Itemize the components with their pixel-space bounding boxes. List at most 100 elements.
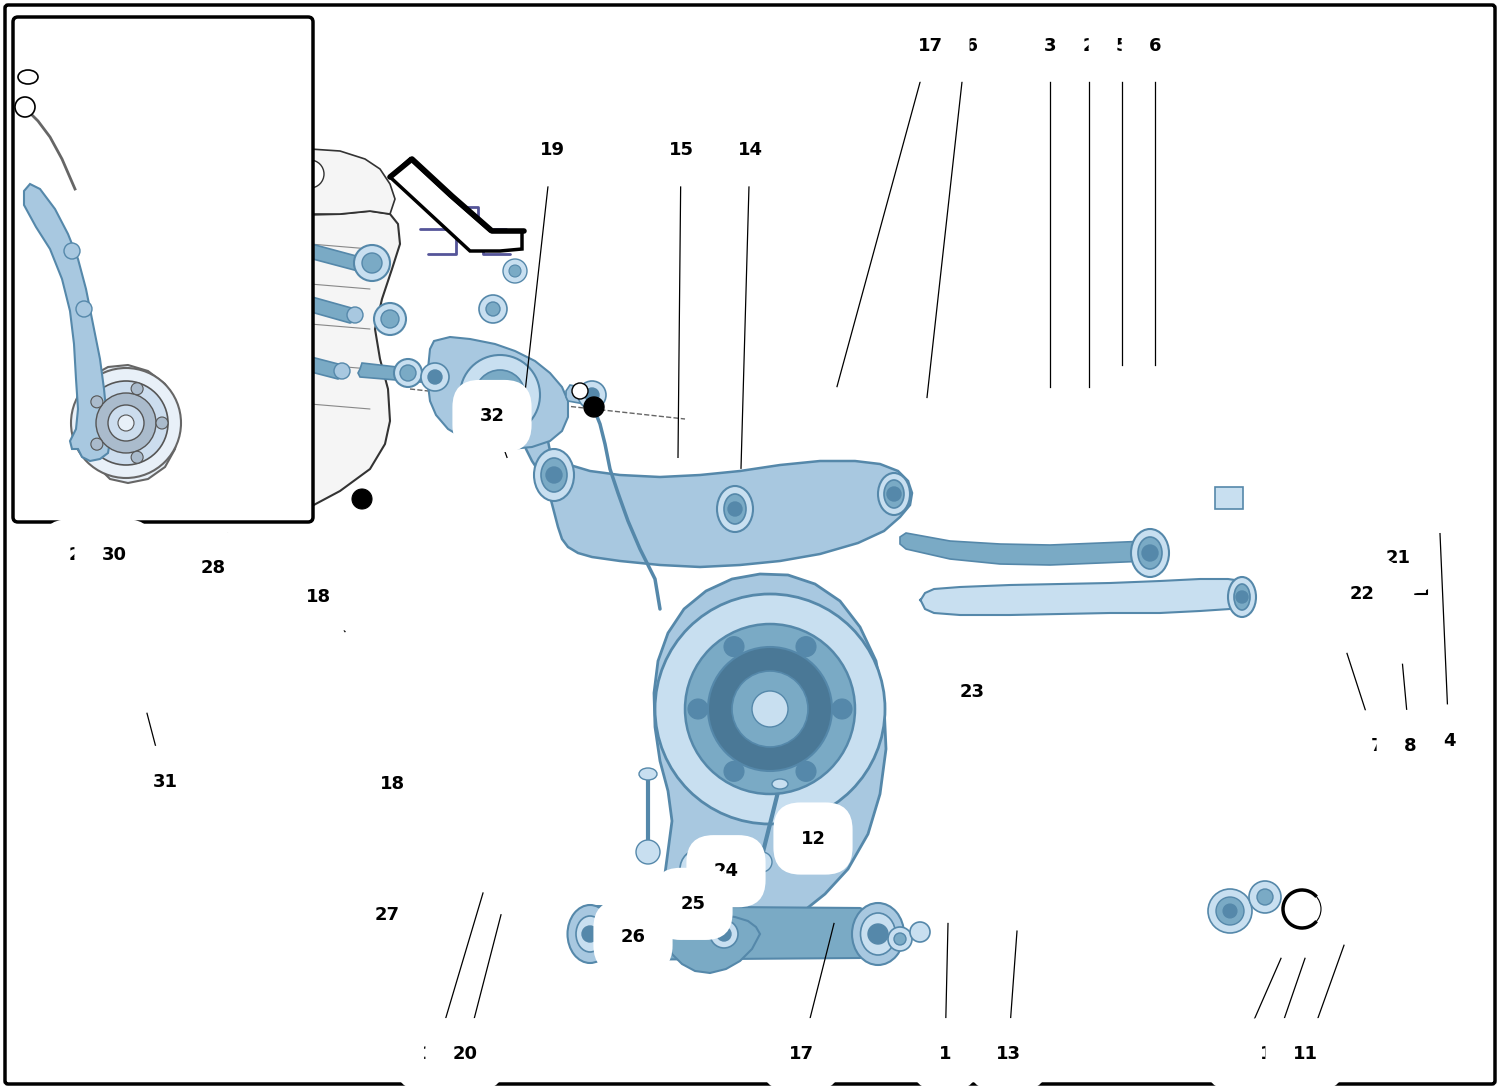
Text: 5: 5: [1116, 37, 1128, 54]
Circle shape: [15, 97, 34, 117]
Polygon shape: [24, 184, 109, 461]
Circle shape: [96, 393, 156, 453]
Circle shape: [354, 245, 390, 281]
Ellipse shape: [18, 70, 38, 84]
Circle shape: [894, 933, 906, 945]
Circle shape: [159, 343, 190, 375]
Circle shape: [334, 363, 350, 379]
Text: 3: 3: [1044, 37, 1056, 54]
Text: 9: 9: [1233, 1045, 1245, 1063]
Circle shape: [796, 761, 816, 781]
Circle shape: [686, 624, 855, 794]
Circle shape: [76, 301, 92, 317]
Circle shape: [640, 926, 656, 942]
Polygon shape: [660, 915, 760, 972]
Text: 30: 30: [102, 547, 126, 564]
Circle shape: [708, 647, 833, 771]
Text: 26: 26: [621, 928, 645, 945]
Polygon shape: [900, 533, 1150, 565]
Circle shape: [108, 405, 144, 441]
Circle shape: [381, 310, 399, 328]
Circle shape: [92, 395, 104, 408]
Ellipse shape: [772, 779, 788, 790]
Circle shape: [546, 467, 562, 484]
Ellipse shape: [1138, 537, 1162, 568]
Ellipse shape: [878, 473, 910, 515]
Circle shape: [118, 415, 134, 431]
Circle shape: [833, 699, 852, 719]
Circle shape: [64, 243, 80, 259]
Circle shape: [724, 637, 744, 657]
Circle shape: [503, 259, 526, 283]
Text: 18: 18: [381, 775, 405, 793]
Circle shape: [1216, 897, 1243, 925]
Circle shape: [886, 487, 902, 501]
Polygon shape: [525, 413, 912, 567]
Polygon shape: [236, 339, 345, 379]
Circle shape: [400, 365, 416, 381]
Circle shape: [374, 303, 406, 335]
Polygon shape: [120, 211, 400, 521]
Circle shape: [868, 923, 888, 944]
Text: 23: 23: [960, 683, 984, 700]
Text: 27: 27: [375, 906, 399, 923]
Circle shape: [217, 291, 254, 327]
Ellipse shape: [861, 913, 895, 955]
Polygon shape: [272, 235, 364, 271]
Text: 31: 31: [153, 773, 177, 791]
Circle shape: [585, 388, 598, 402]
Text: 16: 16: [954, 37, 978, 54]
Ellipse shape: [576, 916, 604, 952]
Circle shape: [1142, 544, 1158, 561]
Circle shape: [476, 370, 525, 420]
Circle shape: [422, 363, 448, 391]
Bar: [1215, 487, 1243, 509]
Text: 7: 7: [1371, 737, 1383, 755]
Polygon shape: [74, 365, 178, 484]
Text: 19: 19: [540, 142, 564, 159]
Text: 11: 11: [1293, 1045, 1317, 1063]
Circle shape: [130, 382, 142, 394]
Ellipse shape: [852, 903, 904, 965]
Circle shape: [582, 926, 598, 942]
Ellipse shape: [1234, 584, 1250, 610]
Circle shape: [296, 160, 324, 188]
Circle shape: [160, 395, 189, 423]
Circle shape: [490, 386, 510, 405]
Ellipse shape: [1131, 529, 1168, 577]
Text: 10: 10: [1260, 1045, 1284, 1063]
Ellipse shape: [884, 480, 904, 507]
Circle shape: [910, 922, 930, 942]
Circle shape: [688, 699, 708, 719]
Text: 28: 28: [201, 560, 225, 577]
Circle shape: [427, 370, 442, 384]
Text: 17: 17: [789, 1045, 813, 1063]
Circle shape: [680, 849, 720, 889]
Circle shape: [92, 438, 104, 450]
Text: 20: 20: [453, 1045, 477, 1063]
Circle shape: [394, 359, 422, 387]
Circle shape: [888, 927, 912, 951]
Circle shape: [724, 761, 744, 781]
Text: 32: 32: [480, 407, 504, 425]
Circle shape: [1257, 889, 1274, 905]
Polygon shape: [255, 283, 358, 323]
Text: 21: 21: [1386, 549, 1410, 566]
Text: 4: 4: [1443, 732, 1455, 749]
Circle shape: [796, 637, 816, 657]
Text: 17: 17: [918, 37, 942, 54]
Circle shape: [690, 859, 709, 879]
Polygon shape: [390, 159, 522, 250]
Circle shape: [1250, 881, 1281, 913]
FancyBboxPatch shape: [13, 17, 314, 522]
Circle shape: [712, 874, 744, 907]
Circle shape: [70, 368, 182, 478]
FancyBboxPatch shape: [4, 5, 1496, 1084]
Text: 22: 22: [1350, 585, 1374, 602]
Circle shape: [1208, 889, 1252, 933]
Circle shape: [584, 397, 604, 417]
Text: 25: 25: [681, 895, 705, 913]
Circle shape: [354, 256, 370, 272]
Text: 2: 2: [1083, 37, 1095, 54]
Circle shape: [578, 381, 606, 409]
